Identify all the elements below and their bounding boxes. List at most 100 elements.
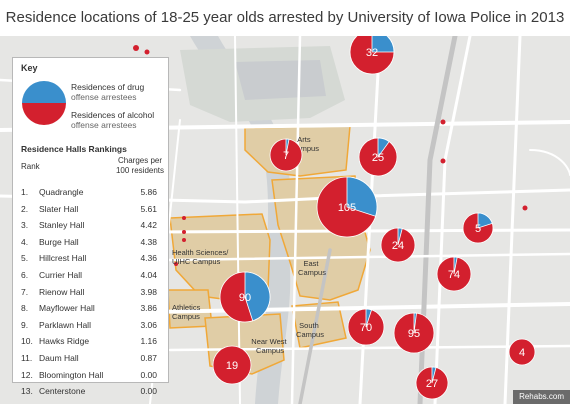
drug-legend-icon — [22, 81, 66, 103]
ranking-value: 4.42 — [140, 220, 157, 231]
ranking-row: 3. Stanley Hall 4.42 — [13, 217, 168, 234]
drug-slice — [477, 212, 493, 229]
area-label-athletics: Athletics Campus — [172, 303, 202, 321]
ranking-hall-name: Centerstone — [39, 386, 86, 397]
marker-count-label: 24 — [392, 240, 404, 252]
source-credit: Rehabs.com — [513, 390, 570, 404]
ranking-rank: 9. — [21, 319, 29, 330]
arrest-marker: 105 — [316, 176, 378, 238]
ranking-value: 5.61 — [140, 203, 157, 214]
ranking-value: 1.16 — [140, 336, 157, 347]
ranking-row: 1. Quadrangle 5.86 — [13, 184, 168, 201]
map-canvas: Arts Campus Health Sciences/ UIHC Campus… — [0, 36, 570, 404]
arrest-marker: 5 — [462, 212, 494, 244]
marker-count-label: 25 — [372, 152, 384, 164]
marker-count-label: 19 — [226, 360, 238, 372]
marker-count-label: 70 — [360, 322, 372, 334]
map-area: Arts Campus Health Sciences/ UIHC Campus… — [0, 36, 570, 404]
pie-markers: 32 7 25 105 24 5 74 90 70 95 4 19 27 — [212, 36, 536, 400]
ranking-hall-name: Hillcrest Hall — [39, 253, 87, 264]
arrest-marker: 27 — [415, 366, 449, 400]
ranking-row: 13. Centerstone 0.00 — [13, 383, 168, 400]
alcohol-legend-label: Residences of alcohol offense arrestees — [71, 110, 155, 130]
ranking-hall-name: Bloomington Hall — [39, 369, 104, 380]
ranking-hall-name: Stanley Hall — [39, 220, 85, 231]
map-title: Residence locations of 18-25 year olds a… — [5, 9, 565, 26]
ranking-rank: 2. — [21, 203, 29, 214]
ranking-hall-name: Quadrangle — [39, 187, 84, 197]
ranking-row: 9. Parklawn Hall 3.06 — [13, 317, 168, 334]
drug-slice — [377, 137, 390, 159]
ranking-rank: 10. — [21, 336, 33, 347]
south-campus-region — [291, 301, 347, 349]
arrest-marker: 25 — [358, 137, 398, 177]
area-label-health: Health Sciences/ UIHC Campus — [172, 248, 230, 266]
marker-count-label: 90 — [239, 292, 251, 304]
rankings-title: Residence Halls Rankings — [21, 144, 127, 154]
ranking-hall-name: Rienow Hall — [39, 286, 85, 297]
ranking-rank: 1. — [21, 187, 29, 197]
ranking-rank: 11. — [21, 352, 33, 363]
drug-slice — [371, 36, 395, 53]
drug-slice — [397, 227, 403, 246]
drug-slice — [431, 366, 437, 384]
map-key: Key Residences of drug offense arrestees… — [12, 57, 169, 396]
ranking-row: 6. Currier Hall 4.04 — [13, 267, 168, 284]
ranking-rank: 5. — [21, 253, 29, 264]
arrest-marker: 24 — [380, 227, 416, 263]
marker-count-label: 74 — [448, 269, 460, 281]
marker-count-label: 7 — [283, 150, 289, 162]
arrest-marker: 95 — [393, 312, 435, 354]
marker-count-label: 105 — [338, 202, 356, 214]
drug-legend-label: Residences of drug offense arrestees — [71, 82, 145, 102]
alcohol-slice — [508, 338, 536, 366]
drug-slice — [285, 138, 290, 156]
marker-count-label: 4 — [519, 347, 525, 359]
ranking-value: 4.36 — [140, 253, 157, 264]
ranking-row: 4. Burge Hall 4.38 — [13, 234, 168, 251]
drug-slice — [365, 308, 373, 328]
ranking-row: 2. Slater Hall 5.61 — [13, 201, 168, 218]
alcohol-slice — [212, 345, 252, 385]
ranking-row: 11. Daum Hall 0.87 — [13, 350, 168, 367]
ranking-value: 4.04 — [140, 269, 157, 280]
drug-slice — [346, 176, 378, 217]
marker-count-label: 5 — [475, 223, 481, 235]
ranking-row: 7. Rienow Hall 3.98 — [13, 284, 168, 301]
ranking-hall-name: Parklawn Hall — [39, 319, 91, 330]
arrest-marker: 4 — [508, 338, 536, 366]
marker-count-label: 27 — [426, 378, 438, 390]
area-label-near-west: Near West Campus — [251, 337, 288, 355]
building-block — [235, 60, 326, 100]
ranking-hall-name: Mayflower Hall — [39, 303, 95, 314]
rank-column-header: Rank — [21, 162, 40, 171]
ranking-rank: 13. — [21, 386, 33, 397]
ranking-hall-name: Hawks Ridge — [39, 336, 90, 347]
ranking-row: 12. Bloomington Hall 0.00 — [13, 367, 168, 384]
arrest-marker: 32 — [349, 36, 395, 75]
drug-slice — [453, 256, 458, 275]
key-title: Key — [21, 63, 38, 73]
arrest-marker: 70 — [347, 308, 385, 346]
marker-count-label: 95 — [408, 328, 420, 340]
arrest-marker: 7 — [269, 138, 303, 172]
area-label-arts: Arts Campus — [291, 135, 319, 153]
alcohol-legend-icon — [22, 103, 66, 125]
ranking-hall-name: Daum Hall — [39, 352, 79, 363]
drug-slice — [244, 271, 271, 322]
ranking-row: 10. Hawks Ridge 1.16 — [13, 333, 168, 350]
marker-count-label: 32 — [366, 47, 378, 59]
ranking-rank: 6. — [21, 269, 29, 280]
arrest-marker: 74 — [436, 256, 472, 292]
ranking-row: 5. Hillcrest Hall 4.36 — [13, 250, 168, 267]
ranking-hall-name: Currier Hall — [39, 269, 82, 280]
ranking-value: 0.00 — [140, 386, 157, 397]
ranking-rank: 12. — [21, 369, 33, 380]
ranking-hall-name: Slater Hall — [39, 203, 79, 214]
ranking-rank: 4. — [21, 236, 29, 247]
ranking-hall-name: Burge Hall — [39, 236, 79, 247]
ranking-value: 4.38 — [140, 236, 157, 247]
ranking-value: 3.86 — [140, 303, 157, 314]
rankings-list: 1. Quadrangle 5.86 2. Slater Hall 5.61 3. Stanl… — [13, 184, 168, 400]
